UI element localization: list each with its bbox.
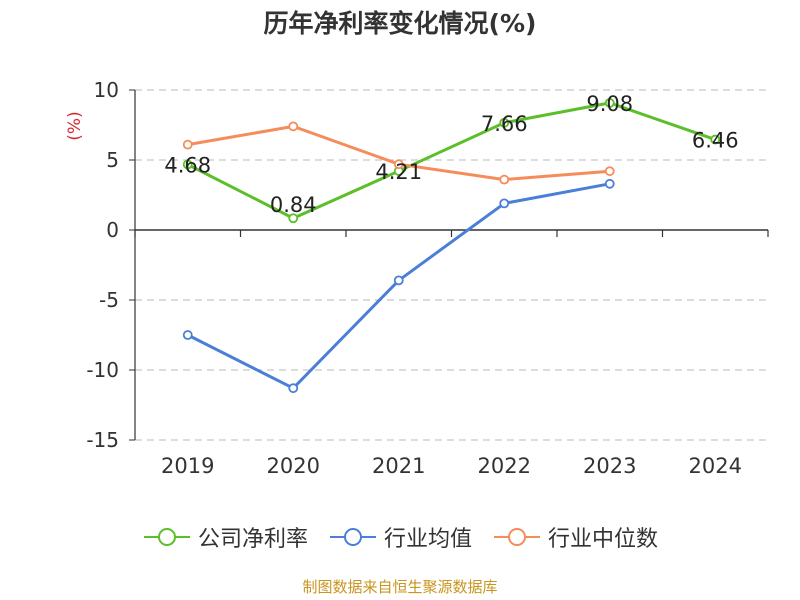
grid-layer xyxy=(135,89,768,441)
y-axis-unit-label: (%) xyxy=(65,111,85,140)
x-tick-label: 2023 xyxy=(583,454,636,478)
data-source-note: 制图数据来自恒生聚源数据库 xyxy=(302,578,498,596)
legend-item-industry-median[interactable]: 行业中位数 xyxy=(492,521,658,553)
data-point-industry_median xyxy=(393,159,404,170)
y-tick-label: -15 xyxy=(86,428,119,452)
y-tick-label: 0 xyxy=(106,218,119,242)
data-label: 4.68 xyxy=(164,153,211,177)
x-tick-label: 2021 xyxy=(372,454,425,478)
data-point-industry_avg xyxy=(604,178,615,189)
line-marker-icon xyxy=(329,528,376,546)
data-point-industry_median xyxy=(604,166,615,177)
data-label: 0.84 xyxy=(270,193,317,217)
legend-label: 行业均值 xyxy=(383,527,472,552)
series-line-company xyxy=(187,101,716,220)
legend: 公司净利率 行业均值 行业中位数 xyxy=(0,519,800,555)
x-tick-label: 2020 xyxy=(267,454,320,478)
legend-label: 行业中位数 xyxy=(548,527,659,552)
data-point-industry_avg xyxy=(499,198,510,209)
x-tick-label: 2022 xyxy=(478,454,531,478)
line-marker-icon xyxy=(494,528,540,546)
chart-title: 历年净利率变化情况(%) xyxy=(263,9,537,38)
data-point-industry_avg xyxy=(393,275,404,286)
data-point-company xyxy=(604,97,615,108)
data-point-company xyxy=(288,213,299,224)
series-line-industry_avg xyxy=(187,182,611,390)
data-label: 4.21 xyxy=(375,160,422,184)
x-tick-label: 2019 xyxy=(161,454,214,478)
data-point-industry_median xyxy=(499,174,510,185)
y-tick-label: -5 xyxy=(99,288,119,312)
line-chart: 10 5 0 -5 -10 -15 2019 2020 2021 2022 2023 2024 (%)… xyxy=(65,78,769,478)
data-point-industry_avg xyxy=(288,383,299,394)
series-layer xyxy=(182,97,721,394)
data-label: 7.66 xyxy=(481,112,528,136)
legend-item-company[interactable]: 公司净利率 xyxy=(142,521,308,553)
data-point-company xyxy=(499,117,510,128)
data-point-company xyxy=(182,159,193,170)
data-label-layer: 4.68 0.84 4.21 7.66 9.08 6.46 xyxy=(164,92,738,217)
x-tick-label: 2024 xyxy=(689,454,742,478)
legend-item-industry-avg[interactable]: 行业均值 xyxy=(328,521,472,553)
data-point-industry_median xyxy=(288,121,299,132)
data-point-industry_avg xyxy=(182,330,193,340)
data-label: 9.08 xyxy=(586,92,633,116)
y-tick-label: -10 xyxy=(86,358,119,382)
data-label: 6.46 xyxy=(692,129,739,153)
axis-layer: 10 5 0 -5 -10 -15 2019 2020 2021 2022 2023 2024 xyxy=(86,78,769,478)
legend-label: 公司净利率 xyxy=(197,527,308,552)
y-tick-label: 5 xyxy=(106,148,119,172)
data-point-company xyxy=(710,134,721,145)
data-point-industry_median xyxy=(182,139,193,150)
line-marker-icon xyxy=(143,528,190,546)
y-tick-label: 10 xyxy=(94,78,119,102)
